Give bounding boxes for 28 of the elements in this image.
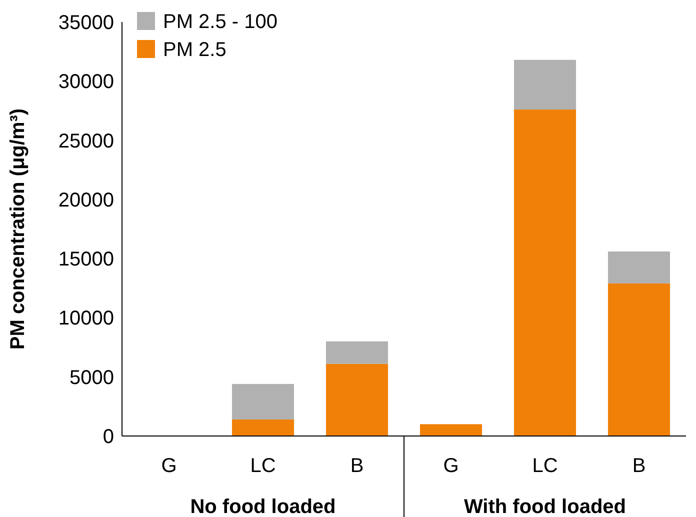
x-tick-label: G xyxy=(443,455,459,477)
bar xyxy=(608,251,670,284)
bar xyxy=(326,364,388,436)
bar xyxy=(514,60,576,110)
x-tick-label: B xyxy=(350,455,364,477)
text: No food loaded xyxy=(190,496,336,517)
y-tick-label: 35000 xyxy=(58,12,114,34)
y-tick-label: 5000 xyxy=(70,366,114,389)
y-tick-label: 30000 xyxy=(58,71,114,94)
y-axis-title: PM concentration (μg/m³) xyxy=(7,108,29,350)
y-tick-label: 10000 xyxy=(58,308,114,330)
legend-label: PM 2.5 xyxy=(163,39,226,61)
text: With food loaded xyxy=(464,496,626,517)
y-tick-label: 25000 xyxy=(58,130,114,152)
bar xyxy=(232,419,294,436)
x-tick-label: B xyxy=(632,455,646,477)
bar xyxy=(326,341,388,364)
bar xyxy=(608,283,670,436)
y-tick-label: 0 xyxy=(102,426,114,448)
bar xyxy=(514,110,576,436)
y-tick-label: 15000 xyxy=(58,248,114,271)
x-tick-label: G xyxy=(161,455,177,477)
bar xyxy=(420,424,482,436)
y-tick-label: 20000 xyxy=(58,189,114,212)
legend-label: PM 2.5 - 100 xyxy=(163,11,278,33)
x-tick-label: LC xyxy=(532,455,558,477)
bar xyxy=(232,384,294,420)
x-tick-label: LC xyxy=(250,455,276,477)
